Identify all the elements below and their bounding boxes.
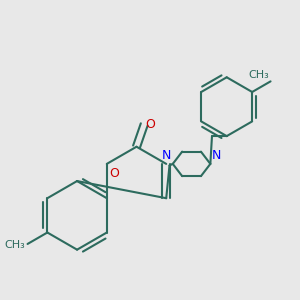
Text: O: O xyxy=(146,118,155,131)
Text: N: N xyxy=(212,149,221,162)
Text: O: O xyxy=(110,167,119,179)
Text: CH₃: CH₃ xyxy=(248,70,269,80)
Text: N: N xyxy=(162,149,171,162)
Text: CH₃: CH₃ xyxy=(4,240,25,250)
